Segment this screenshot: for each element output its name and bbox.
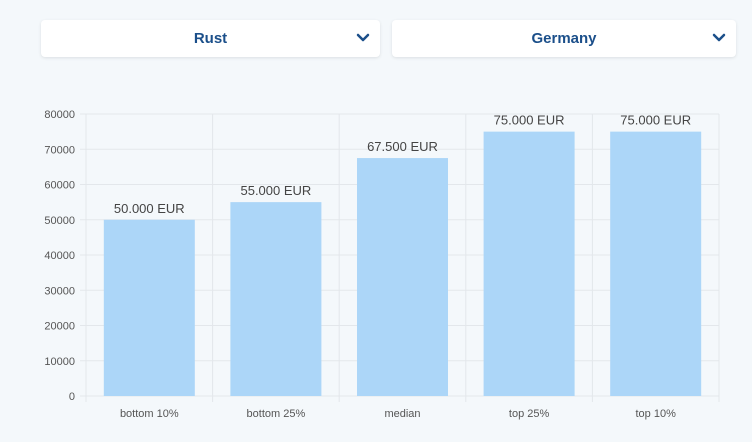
y-tick-label: 10000 (44, 356, 75, 368)
y-tick-label: 20000 (44, 321, 75, 333)
y-tick-label: 0 (69, 391, 75, 403)
x-tick-label: median (384, 408, 420, 420)
x-tick-label: bottom 25% (247, 408, 306, 420)
chevron-down-icon (356, 33, 370, 42)
y-tick-label: 60000 (44, 180, 75, 192)
language-select-value: Rust (193, 30, 228, 47)
bar-2[interactable] (230, 202, 322, 396)
bar-5[interactable] (610, 131, 702, 396)
bar-1[interactable] (103, 219, 195, 396)
x-axis-labels: bottom 10% bottom 25% median top 25% top 10% (120, 408, 676, 420)
chart-bars (103, 131, 702, 396)
y-tick-label: 50000 (44, 215, 75, 227)
data-labels: 50.000 EUR 55.000 EUR 67.500 EUR 75.000 EUR… (114, 113, 691, 216)
x-tick-label: top 10% (636, 408, 677, 420)
x-tick-label: top 25% (509, 408, 550, 420)
country-select-value: Germany (531, 30, 597, 47)
language-select[interactable]: Rust (41, 20, 380, 57)
data-label: 75.000 EUR (620, 113, 691, 128)
salary-bar-chart: 0 10000 20000 30000 40000 50000 60000 70000 8000… (44, 109, 720, 420)
y-axis-labels: 0 10000 20000 30000 40000 50000 60000 70000 8000… (44, 109, 75, 403)
data-label: 50.000 EUR (114, 201, 185, 216)
data-label: 55.000 EUR (240, 183, 311, 198)
y-tick-label: 70000 (44, 144, 75, 156)
y-tick-label: 80000 (44, 109, 75, 121)
country-select[interactable]: Germany (392, 20, 736, 57)
y-tick-label: 40000 (44, 250, 75, 262)
data-label: 67.500 EUR (367, 139, 438, 154)
x-tick-label: bottom 10% (120, 408, 179, 420)
bar-3[interactable] (357, 158, 448, 396)
chevron-down-icon (712, 33, 726, 42)
data-label: 75.000 EUR (494, 113, 565, 128)
bar-4[interactable] (483, 131, 575, 396)
y-tick-label: 30000 (44, 285, 75, 297)
